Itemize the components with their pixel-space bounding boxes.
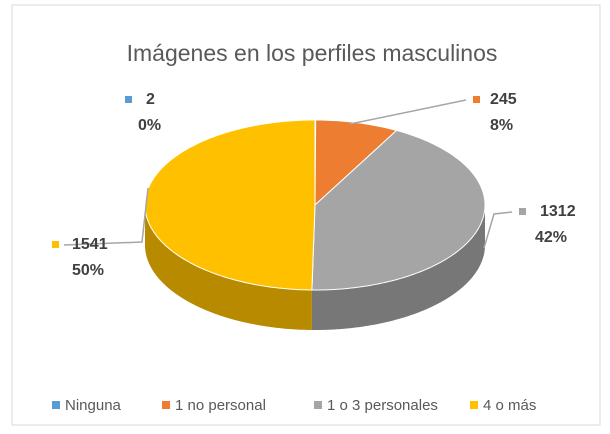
- data-label: 1541: [72, 236, 108, 253]
- leader-line: [349, 99, 467, 125]
- leader-line: [63, 187, 149, 246]
- legend-label: 4 o más: [483, 397, 536, 414]
- leader-line: [483, 211, 513, 249]
- legend-label: 1 no personal: [175, 397, 266, 414]
- legend-marker: [162, 401, 170, 409]
- label-marker: [473, 96, 480, 103]
- slice-side: [311, 205, 485, 330]
- percent-label: 50%: [72, 262, 104, 279]
- legend-label: Ninguna: [65, 397, 122, 414]
- label-marker: [52, 241, 59, 248]
- chart-title: Imágenes en los perfiles masculinos: [127, 40, 498, 66]
- legend-label: 1 o 3 personales: [327, 397, 438, 414]
- slice: [144, 119, 316, 291]
- legend-marker: [52, 401, 60, 409]
- slice: [311, 129, 486, 291]
- label-marker: [125, 96, 132, 103]
- data-label: 2: [146, 91, 155, 108]
- percent-label: 42%: [535, 229, 567, 246]
- slice-side: [145, 205, 312, 330]
- legend-marker: [314, 401, 322, 409]
- data-label: 1312: [540, 203, 576, 220]
- legend-marker: [470, 401, 478, 409]
- percent-label: 8%: [490, 117, 513, 134]
- data-label: 245: [490, 91, 517, 108]
- percent-label: 0%: [138, 117, 161, 134]
- label-marker: [519, 208, 526, 215]
